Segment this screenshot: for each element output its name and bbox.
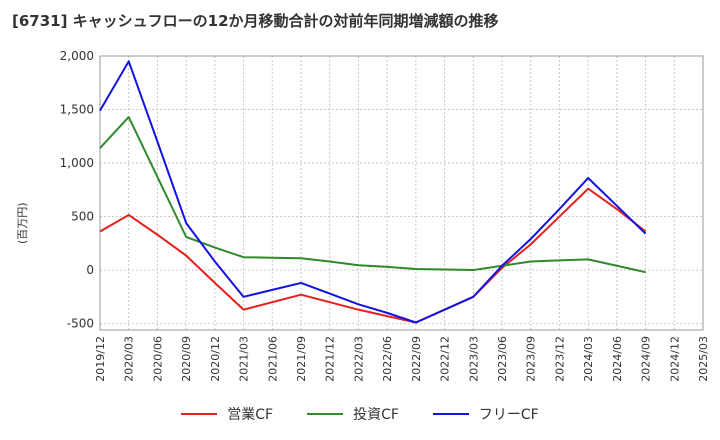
series-lines bbox=[99, 60, 647, 324]
x-tick-label: 2024/12 bbox=[668, 336, 681, 382]
x-tick-label: 2021/03 bbox=[238, 336, 251, 382]
x-tick-label: 2020/12 bbox=[209, 336, 222, 382]
series-line-0 bbox=[99, 187, 647, 324]
legend-label: 投資CF bbox=[353, 407, 399, 423]
y-tick-label: 2,000 bbox=[60, 49, 94, 63]
x-tick-label: 2020/09 bbox=[180, 336, 193, 382]
x-tick-label: 2022/06 bbox=[381, 336, 394, 382]
x-tick-label: 2023/12 bbox=[553, 336, 566, 382]
x-tick-label: 2022/03 bbox=[352, 336, 365, 382]
y-tick-label: -500 bbox=[67, 317, 94, 331]
x-tick-label: 2019/12 bbox=[94, 336, 107, 382]
x-tick-label: 2024/03 bbox=[582, 336, 595, 382]
x-tick-label: 2023/09 bbox=[525, 336, 538, 382]
y-tick-label: 500 bbox=[71, 210, 94, 224]
x-tick-label: 2025/03 bbox=[697, 336, 710, 382]
legend-label: フリーCF bbox=[478, 407, 539, 423]
legend-item: 営業CF bbox=[181, 404, 273, 424]
y-tick-label: 1,500 bbox=[60, 103, 94, 117]
plot-frame bbox=[99, 55, 704, 331]
x-tick-label: 2022/12 bbox=[439, 336, 452, 382]
y-tick-label: 0 bbox=[86, 263, 94, 277]
legend-item: フリーCF bbox=[432, 404, 539, 424]
y-tick-label: 1,000 bbox=[60, 156, 94, 170]
x-tick-label: 2024/06 bbox=[611, 336, 624, 382]
legend-swatch bbox=[432, 413, 469, 415]
x-tick-label: 2024/09 bbox=[640, 336, 653, 382]
legend: 営業CF 投資CF フリーCF bbox=[0, 404, 720, 424]
legend-item: 投資CF bbox=[307, 404, 399, 424]
grid bbox=[99, 55, 704, 330]
x-tick-label: 2020/06 bbox=[151, 336, 164, 382]
series-line-2 bbox=[99, 60, 647, 324]
x-tick-label: 2023/03 bbox=[467, 336, 480, 382]
chart-title: [6731] キャッシュフローの12か月移動合計の対前年同期増減額の推移 bbox=[12, 12, 499, 30]
x-tick-label: 2022/09 bbox=[410, 336, 423, 382]
x-tick-label: 2021/09 bbox=[295, 336, 308, 382]
legend-swatch bbox=[307, 413, 344, 415]
legend-label: 営業CF bbox=[227, 407, 274, 423]
axes: -500 0 500 1,000 1,500 2,000 2019/12 2020/03 202… bbox=[60, 49, 710, 382]
series-line-1 bbox=[99, 116, 646, 274]
x-tick-label: 2021/06 bbox=[266, 336, 279, 382]
legend-swatch bbox=[181, 413, 218, 415]
x-tick-label: 2021/12 bbox=[324, 336, 337, 382]
x-tick-label: 2023/06 bbox=[496, 336, 509, 382]
x-tick-label: 2020/03 bbox=[123, 336, 136, 382]
